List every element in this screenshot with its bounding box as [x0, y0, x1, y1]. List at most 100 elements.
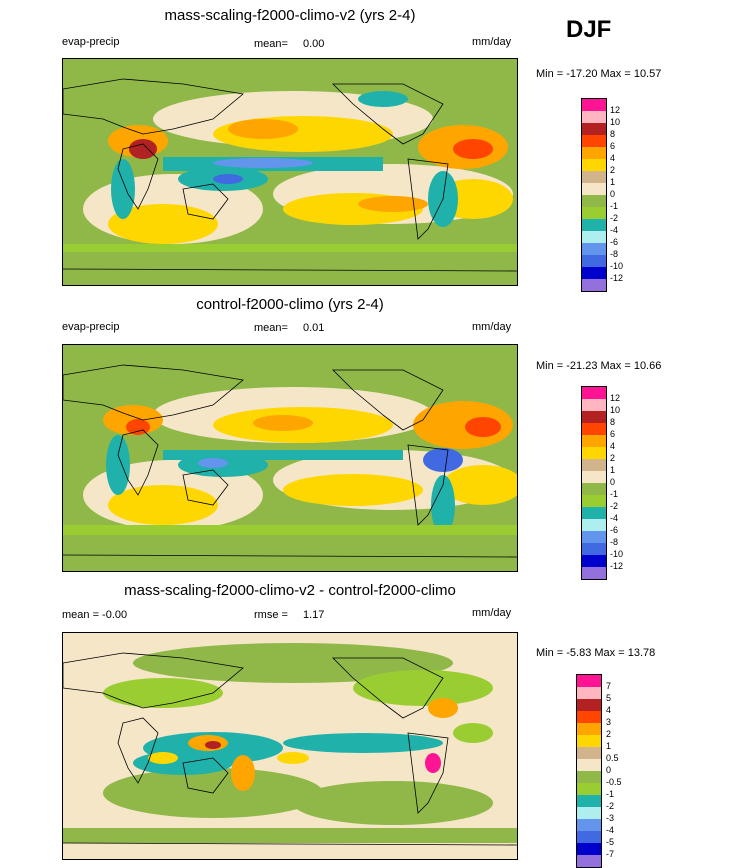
colorbar-tick-label: -1 — [610, 201, 619, 211]
colorbar-tick-label: 4 — [610, 153, 616, 163]
colorbar-tick-label: -5 — [606, 837, 615, 847]
panel-2-map-field — [63, 345, 517, 571]
colorbar-swatch — [582, 447, 606, 459]
colorbar-tick-label: -1 — [610, 489, 619, 499]
panel-3-rmse-value: 1.17 — [303, 609, 325, 621]
colorbar-tick-label: 6 — [610, 429, 616, 439]
colorbar-swatch — [582, 555, 606, 567]
colorbar-swatch — [582, 399, 606, 411]
colorbar-tick-label: -8 — [610, 537, 619, 547]
colorbar-swatch — [577, 723, 601, 735]
colorbar-tick-label: 3 — [606, 717, 612, 727]
colorbar-swatch — [582, 567, 606, 579]
panel-1-title: mass-scaling-f2000-climo-v2 (yrs 2-4) — [164, 7, 416, 24]
colorbar-swatch — [582, 255, 606, 267]
colorbar-swatch — [577, 795, 601, 807]
panel-2-map — [62, 344, 518, 572]
colorbar-swatch — [577, 855, 601, 867]
colorbar-tick-label: -4 — [610, 513, 619, 523]
colorbar-swatch — [582, 543, 606, 555]
colorbar-tick-label: 4 — [606, 705, 612, 715]
panel-3-mean-text: mean = -0.00 — [62, 609, 128, 621]
colorbar-swatch — [582, 507, 606, 519]
colorbar-swatch — [582, 471, 606, 483]
colorbar-swatch — [577, 735, 601, 747]
colorbar-swatch — [577, 819, 601, 831]
colorbar-swatch — [577, 843, 601, 855]
colorbar-swatch — [582, 111, 606, 123]
panel-1-colorbar — [581, 98, 607, 292]
colorbar-swatch — [577, 807, 601, 819]
colorbar-swatch — [577, 771, 601, 783]
colorbar-tick-label: -8 — [610, 249, 619, 259]
colorbar-swatch — [582, 531, 606, 543]
colorbar-swatch — [577, 831, 601, 843]
colorbar-tick-label: -2 — [606, 801, 615, 811]
panel-3-map-field — [63, 633, 517, 859]
panel-3-title: mass-scaling-f2000-climo-v2 - control-f2… — [124, 582, 456, 599]
panel-2-variable-label: evap-precip — [62, 321, 120, 333]
panel-1-units: mm/day — [472, 36, 512, 48]
colorbar-swatch — [582, 207, 606, 219]
colorbar-tick-label: -0.5 — [606, 777, 622, 787]
colorbar-tick-label: 2 — [610, 165, 616, 175]
colorbar-swatch — [582, 519, 606, 531]
colorbar-swatch — [582, 147, 606, 159]
colorbar-swatch — [582, 387, 606, 399]
colorbar-tick-label: -12 — [610, 561, 624, 571]
panel-3-map — [62, 632, 518, 860]
colorbar-swatch — [582, 279, 606, 291]
colorbar-swatch — [582, 135, 606, 147]
colorbar-tick-label: -3 — [606, 813, 615, 823]
panel-1-map — [62, 58, 518, 286]
colorbar-swatch — [577, 711, 601, 723]
colorbar-swatch — [582, 183, 606, 195]
colorbar-tick-label: 12 — [610, 393, 621, 403]
colorbar-swatch — [577, 675, 601, 687]
colorbar-swatch — [582, 243, 606, 255]
colorbar-tick-label: -1 — [606, 789, 615, 799]
colorbar-tick-label: -10 — [610, 261, 624, 271]
colorbar-swatch — [582, 495, 606, 507]
colorbar-swatch — [577, 747, 601, 759]
colorbar-tick-label: 5 — [606, 693, 612, 703]
colorbar-swatch — [577, 783, 601, 795]
colorbar-tick-label: -4 — [606, 825, 615, 835]
colorbar-tick-label: -7 — [606, 849, 615, 859]
colorbar-swatch — [582, 267, 606, 279]
colorbar-swatch — [582, 231, 606, 243]
colorbar-tick-label: 4 — [610, 441, 616, 451]
colorbar-swatch — [582, 411, 606, 423]
colorbar-swatch — [577, 699, 601, 711]
colorbar-swatch — [582, 159, 606, 171]
colorbar-swatch — [582, 219, 606, 231]
colorbar-tick-label: -6 — [610, 525, 619, 535]
panel-3-units: mm/day — [472, 607, 512, 619]
colorbar-tick-label: 10 — [610, 117, 621, 127]
colorbar-tick-label: -2 — [610, 213, 619, 223]
colorbar-tick-label: 12 — [610, 105, 621, 115]
panel-2-minmax: Min = -21.23 Max = 10.66 — [536, 360, 662, 372]
colorbar-swatch — [582, 483, 606, 495]
colorbar-tick-label: 0 — [610, 477, 616, 487]
colorbar-swatch — [582, 195, 606, 207]
colorbar-tick-label: 8 — [610, 417, 616, 427]
colorbar-swatch — [582, 459, 606, 471]
colorbar-tick-label: 0 — [606, 765, 612, 775]
colorbar-swatch — [582, 435, 606, 447]
colorbar-tick-label: -12 — [610, 273, 624, 283]
panel-1-mean-value: 0.00 — [303, 38, 325, 50]
colorbar-tick-label: 1 — [606, 741, 612, 751]
colorbar-tick-label: -6 — [610, 237, 619, 247]
colorbar-swatch — [582, 423, 606, 435]
colorbar-tick-label: -4 — [610, 225, 619, 235]
panel-1-variable-label: evap-precip — [62, 36, 120, 48]
colorbar-tick-label: 0.5 — [606, 753, 619, 763]
panel-2-mean-label: mean= — [254, 322, 288, 334]
colorbar-tick-label: 1 — [610, 465, 616, 475]
colorbar-swatch — [577, 687, 601, 699]
panel-2-units: mm/day — [472, 321, 512, 333]
season-label: DJF — [566, 16, 612, 43]
panel-2-mean-value: 0.01 — [303, 322, 325, 334]
colorbar-swatch — [582, 171, 606, 183]
